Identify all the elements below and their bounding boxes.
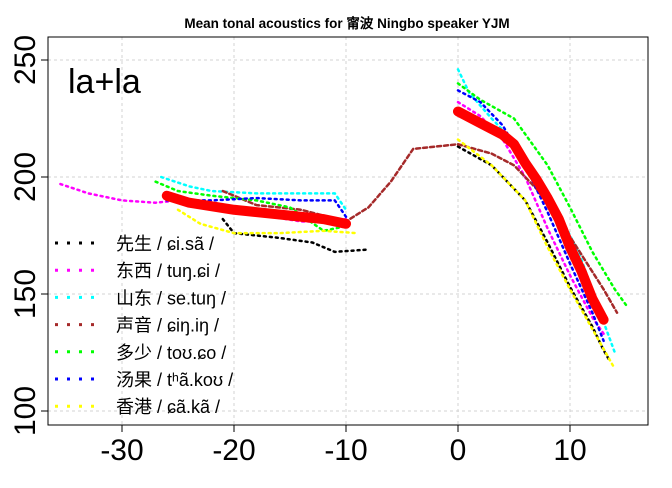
series-layer (59, 68, 630, 371)
series-line (221, 217, 370, 254)
x-tick-label: -20 (212, 434, 255, 467)
mean-contour-line (453, 106, 609, 325)
series-line (176, 208, 359, 235)
series-line (456, 89, 605, 343)
series-line (159, 175, 348, 212)
grid (48, 37, 648, 425)
panel-annotation: la+la (68, 63, 141, 101)
legend: 先生 / ɕi.sã / 东西 / tuŋ.ɕi / 山东 / se.tuŋ / 声音… (55, 234, 233, 417)
mean-contour-line (161, 190, 351, 229)
plot-frame (47, 36, 649, 426)
series-line (456, 82, 630, 310)
legend-label: 声音 / ɕiŋ.iŋ / (116, 316, 219, 336)
series-line (456, 138, 617, 371)
y-tick-label: 250 (9, 35, 42, 85)
legend-label: 东西 / tuŋ.ɕi / (116, 261, 220, 281)
series-line (154, 180, 348, 233)
legend-label: 香港 / ɕã.kã / (116, 397, 220, 417)
legend-label: 多少 / toʊ.ɕo / (116, 343, 226, 363)
series-line (456, 68, 617, 354)
x-tick-label: -30 (100, 434, 143, 467)
chart-title: Mean tonal acoustics for 甯波 Ningbo speak… (184, 15, 509, 31)
y-tick-label: 100 (9, 386, 42, 436)
legend-label: 先生 / ɕi.sã / (116, 234, 214, 254)
axes: -30 -20 -10 0 10 100 150 200 250 (9, 35, 587, 467)
legend-label: 汤果 / tʰã.koʊ / (116, 370, 233, 390)
series-line (456, 100, 605, 336)
x-tick-label: 10 (553, 434, 586, 467)
y-tick-label: 200 (9, 152, 42, 202)
x-tick-label: -10 (324, 434, 367, 467)
series-line (456, 145, 612, 364)
x-tick-label: 0 (450, 434, 467, 467)
y-tick-label: 150 (9, 269, 42, 319)
legend-label: 山东 / se.tuŋ / (116, 288, 226, 308)
